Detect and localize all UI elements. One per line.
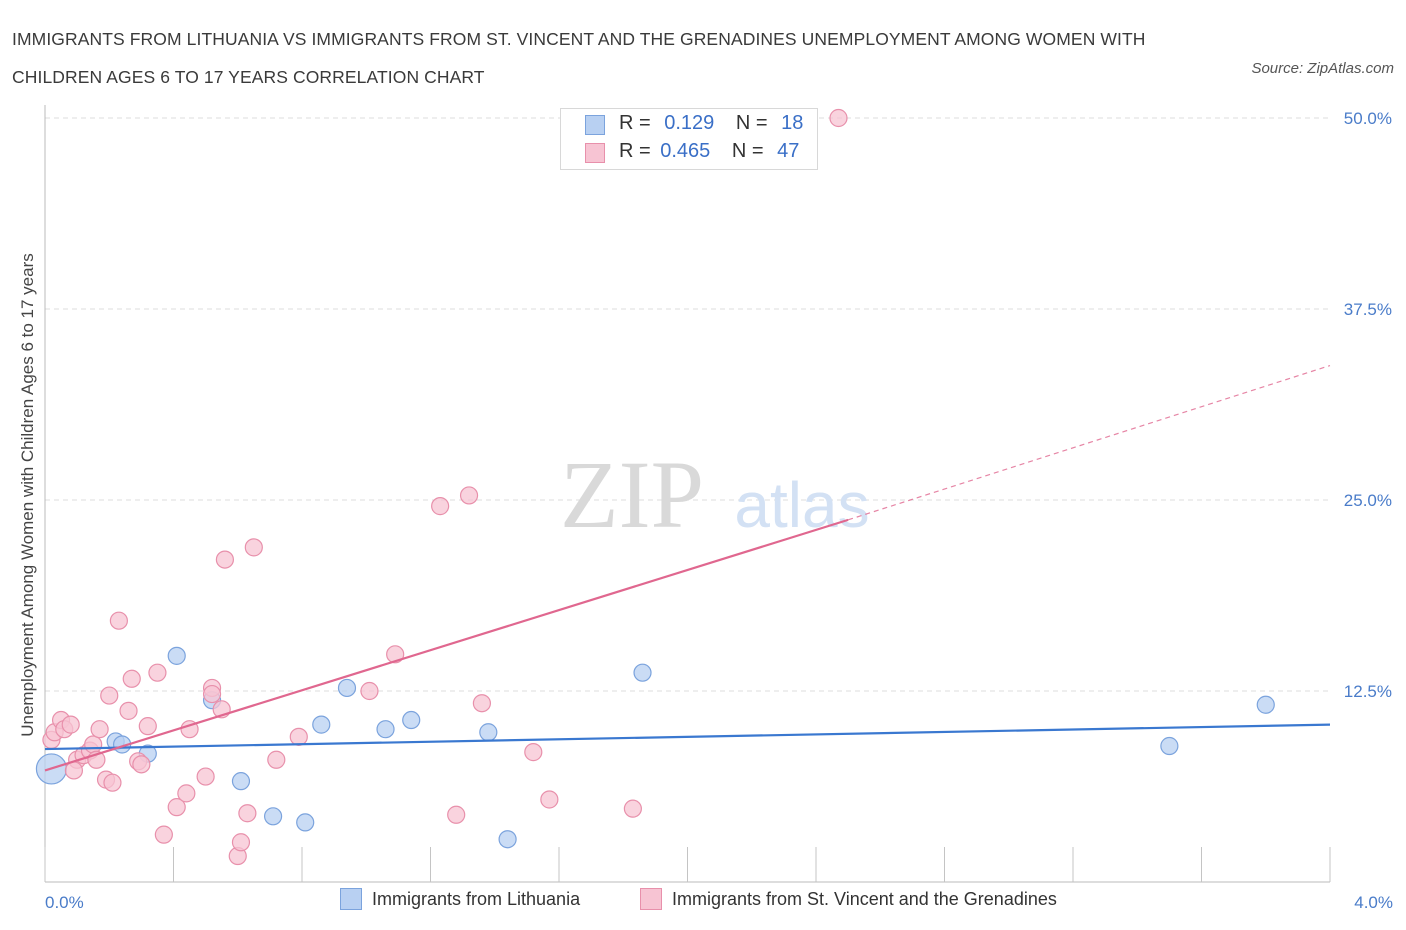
- series-swatch-pink: [640, 888, 662, 911]
- watermark-zip: ZIP: [560, 441, 704, 548]
- legend-swatch-blue: [585, 115, 605, 135]
- y-tick-label: 50.0%: [1344, 109, 1392, 128]
- chart-title: IMMIGRANTS FROM LITHUANIA VS IMMIGRANTS …: [12, 29, 1146, 87]
- series-legend-stvincent: Immigrants from St. Vincent and the Gren…: [640, 888, 1057, 911]
- point-stvincent: [167, 798, 186, 817]
- point-stvincent: [138, 717, 157, 736]
- point-stvincent: [829, 108, 848, 128]
- point-stvincent: [215, 550, 234, 569]
- point-lithuania: [402, 710, 421, 730]
- point-stvincent: [244, 538, 263, 557]
- series-name-lithuania: Immigrants from Lithuania: [372, 888, 581, 909]
- legend-r-label: R =: [619, 112, 651, 134]
- point-lithuania: [376, 720, 395, 739]
- x-tick-label: 4.0%: [1354, 893, 1393, 912]
- point-stvincent: [132, 755, 151, 774]
- x-tick-label: 0.0%: [45, 893, 84, 912]
- point-stvincent: [61, 715, 80, 734]
- point-stvincent: [238, 804, 257, 823]
- point-stvincent: [119, 701, 138, 720]
- point-stvincent: [386, 645, 405, 664]
- legend-swatch-pink: [585, 143, 605, 163]
- data-points: [35, 108, 1275, 866]
- stats-legend: R = 0.129 N = 18 R = 0.465 N = 47: [560, 108, 818, 170]
- legend-r-value: 0.465: [660, 140, 711, 162]
- legend-n-value: 47: [777, 140, 800, 162]
- point-lithuania: [337, 678, 357, 698]
- point-stvincent: [64, 761, 84, 780]
- legend-r-label: R =: [619, 140, 651, 162]
- point-lithuania: [498, 830, 517, 849]
- y-tick-label: 25.0%: [1344, 491, 1392, 510]
- legend-n-label: N =: [731, 140, 764, 162]
- trend-lines: [44, 364, 1331, 772]
- point-lithuania: [263, 807, 283, 826]
- point-lithuania: [167, 646, 186, 665]
- y-tick-label: 37.5%: [1344, 300, 1392, 319]
- series-name-stvincent: Immigrants from St. Vincent and the Gren…: [672, 888, 1057, 909]
- point-stvincent: [84, 735, 103, 754]
- y-tick-label: 12.5%: [1344, 682, 1392, 701]
- legend-n-label: N =: [735, 112, 768, 134]
- point-stvincent: [122, 669, 141, 688]
- legend-n-value: 18: [781, 112, 804, 134]
- point-stvincent: [472, 694, 491, 713]
- point-stvincent: [459, 486, 479, 505]
- point-stvincent: [231, 833, 251, 852]
- point-stvincent: [360, 681, 379, 701]
- series-legend-lithuania: Immigrants from Lithuania: [340, 888, 581, 911]
- point-stvincent: [90, 720, 109, 739]
- point-lithuania: [479, 723, 498, 742]
- point-lithuania: [231, 772, 251, 791]
- series-swatch-blue: [340, 888, 362, 911]
- source-label: Source: ZipAtlas.com: [1251, 60, 1394, 77]
- axes: [44, 105, 1331, 883]
- watermark: ZIP atlas: [560, 441, 870, 548]
- point-stvincent: [524, 743, 543, 762]
- point-lithuania: [633, 663, 652, 682]
- point-stvincent: [540, 790, 559, 809]
- grid-lines: [45, 117, 1330, 692]
- legend-r-value: 0.129: [664, 112, 715, 134]
- point-lithuania: [312, 715, 331, 734]
- tick-labels: 12.5% 25.0% 37.5% 50.0% 0.0% 4.0%: [45, 109, 1393, 912]
- point-stvincent: [100, 686, 119, 705]
- trend-line-lithuania: [44, 723, 1331, 751]
- point-stvincent: [148, 663, 167, 682]
- point-lithuania: [1256, 695, 1275, 714]
- point-stvincent: [154, 825, 173, 844]
- point-stvincent: [267, 750, 286, 769]
- point-stvincent: [431, 497, 450, 516]
- point-stvincent: [196, 767, 215, 786]
- point-stvincent: [447, 805, 466, 824]
- point-stvincent: [177, 784, 196, 803]
- trend-line-stvincent: [44, 518, 849, 772]
- trend-line-stvincent-extension: [847, 364, 1331, 521]
- watermark-atlas: atlas: [734, 469, 869, 541]
- point-stvincent: [289, 727, 308, 746]
- point-stvincent: [103, 773, 122, 792]
- point-stvincent: [202, 684, 222, 704]
- point-lithuania: [1160, 736, 1179, 756]
- point-stvincent: [109, 611, 128, 630]
- point-stvincent: [623, 799, 642, 818]
- point-lithuania: [296, 813, 315, 832]
